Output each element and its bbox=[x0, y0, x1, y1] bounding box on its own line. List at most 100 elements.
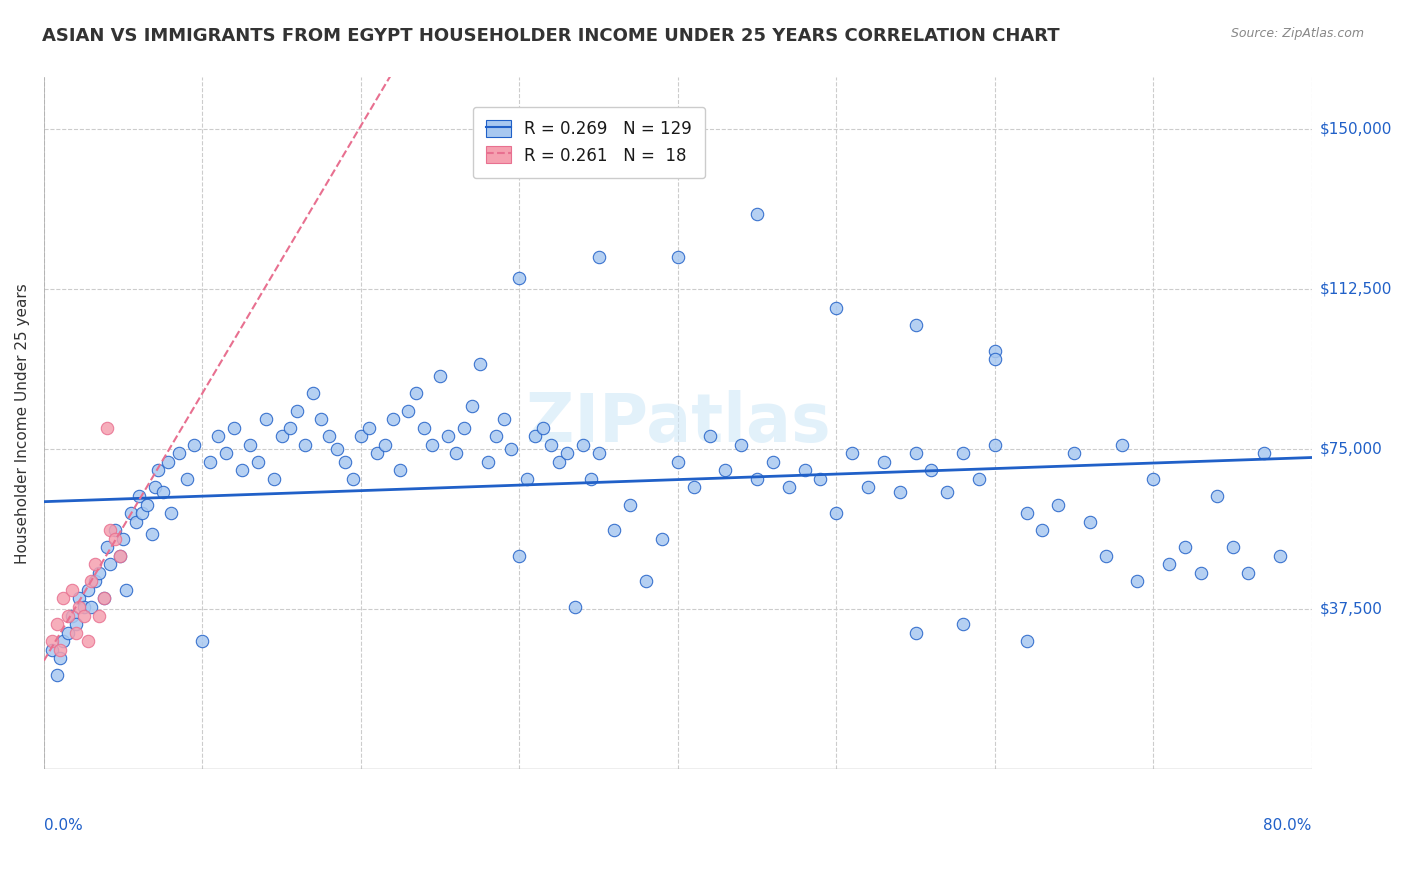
Text: 80.0%: 80.0% bbox=[1264, 818, 1312, 833]
Asians bbox=[762, 455, 785, 469]
Asians bbox=[207, 429, 229, 443]
Immigrants from Egypt bbox=[108, 549, 131, 563]
Asians bbox=[468, 357, 491, 371]
Asians bbox=[215, 446, 238, 460]
Asians bbox=[524, 429, 547, 443]
Asians bbox=[429, 369, 451, 384]
Asians bbox=[350, 429, 373, 443]
Asians bbox=[571, 438, 593, 452]
Asians bbox=[263, 472, 285, 486]
Asians bbox=[453, 420, 475, 434]
Asians bbox=[294, 438, 316, 452]
Asians bbox=[141, 527, 163, 541]
Asians bbox=[1126, 574, 1149, 589]
Asians bbox=[588, 250, 610, 264]
Text: ZIPatlas: ZIPatlas bbox=[526, 391, 830, 457]
Asians bbox=[115, 582, 138, 597]
Asians bbox=[793, 463, 815, 477]
Asians bbox=[730, 438, 752, 452]
Asians bbox=[1253, 446, 1275, 460]
Immigrants from Egypt bbox=[56, 608, 79, 623]
Asians bbox=[516, 472, 538, 486]
Asians bbox=[1237, 566, 1260, 580]
Text: $75,000: $75,000 bbox=[1320, 442, 1382, 457]
Asians bbox=[366, 446, 388, 460]
Asians bbox=[904, 625, 927, 640]
Asians bbox=[239, 438, 262, 452]
Asians bbox=[1174, 540, 1197, 554]
Immigrants from Egypt bbox=[89, 608, 111, 623]
Asians bbox=[156, 455, 179, 469]
Asians bbox=[555, 446, 578, 460]
Asians bbox=[222, 420, 245, 434]
Asians bbox=[1268, 549, 1291, 563]
Asians bbox=[967, 472, 990, 486]
Asians bbox=[254, 412, 277, 426]
Asians bbox=[461, 399, 484, 413]
Asians bbox=[405, 386, 427, 401]
Asians bbox=[77, 582, 100, 597]
Asians bbox=[484, 429, 506, 443]
Asians bbox=[920, 463, 942, 477]
Asians bbox=[810, 472, 832, 486]
Immigrants from Egypt bbox=[62, 582, 84, 597]
Asians bbox=[889, 484, 911, 499]
Text: Source: ZipAtlas.com: Source: ZipAtlas.com bbox=[1230, 27, 1364, 40]
Text: ASIAN VS IMMIGRANTS FROM EGYPT HOUSEHOLDER INCOME UNDER 25 YEARS CORRELATION CHA: ASIAN VS IMMIGRANTS FROM EGYPT HOUSEHOLD… bbox=[42, 27, 1060, 45]
Asians bbox=[825, 506, 848, 520]
Asians bbox=[159, 506, 181, 520]
Asians bbox=[128, 489, 150, 503]
Asians bbox=[125, 515, 148, 529]
Asians bbox=[96, 540, 118, 554]
Text: $150,000: $150,000 bbox=[1320, 121, 1392, 136]
Asians bbox=[745, 472, 768, 486]
Asians bbox=[699, 429, 721, 443]
Asians bbox=[437, 429, 460, 443]
Asians bbox=[904, 446, 927, 460]
Legend: R = 0.269   N = 129, R = 0.261   N =  18: R = 0.269 N = 129, R = 0.261 N = 18 bbox=[472, 106, 706, 178]
Asians bbox=[72, 600, 94, 615]
Asians bbox=[246, 455, 269, 469]
Asians bbox=[93, 591, 115, 606]
Asians bbox=[167, 446, 190, 460]
Asians bbox=[825, 301, 848, 315]
Asians bbox=[396, 403, 419, 417]
Asians bbox=[104, 523, 127, 537]
Asians bbox=[374, 438, 396, 452]
Asians bbox=[1094, 549, 1116, 563]
Asians bbox=[270, 429, 292, 443]
Asians bbox=[176, 472, 198, 486]
Asians bbox=[143, 480, 166, 494]
Asians bbox=[357, 420, 380, 434]
Asians bbox=[1205, 489, 1227, 503]
Asians bbox=[636, 574, 658, 589]
Text: $112,500: $112,500 bbox=[1320, 281, 1392, 296]
Asians bbox=[508, 271, 530, 285]
Asians bbox=[135, 498, 157, 512]
Immigrants from Egypt bbox=[83, 558, 105, 572]
Asians bbox=[1047, 498, 1070, 512]
Asians bbox=[682, 480, 704, 494]
Asians bbox=[413, 420, 436, 434]
Asians bbox=[508, 549, 530, 563]
Immigrants from Egypt bbox=[100, 523, 122, 537]
Asians bbox=[278, 420, 301, 434]
Asians bbox=[1031, 523, 1053, 537]
Asians bbox=[603, 523, 626, 537]
Asians bbox=[389, 463, 412, 477]
Asians bbox=[666, 250, 689, 264]
Asians bbox=[477, 455, 499, 469]
Asians bbox=[579, 472, 602, 486]
Asians bbox=[492, 412, 515, 426]
Asians bbox=[952, 446, 974, 460]
Asians bbox=[1078, 515, 1101, 529]
Asians bbox=[333, 455, 356, 469]
Immigrants from Egypt bbox=[41, 634, 63, 648]
Asians bbox=[778, 480, 800, 494]
Immigrants from Egypt bbox=[96, 420, 118, 434]
Asians bbox=[1015, 506, 1038, 520]
Asians bbox=[191, 634, 214, 648]
Asians bbox=[62, 608, 84, 623]
Asians bbox=[588, 446, 610, 460]
Asians bbox=[841, 446, 863, 460]
